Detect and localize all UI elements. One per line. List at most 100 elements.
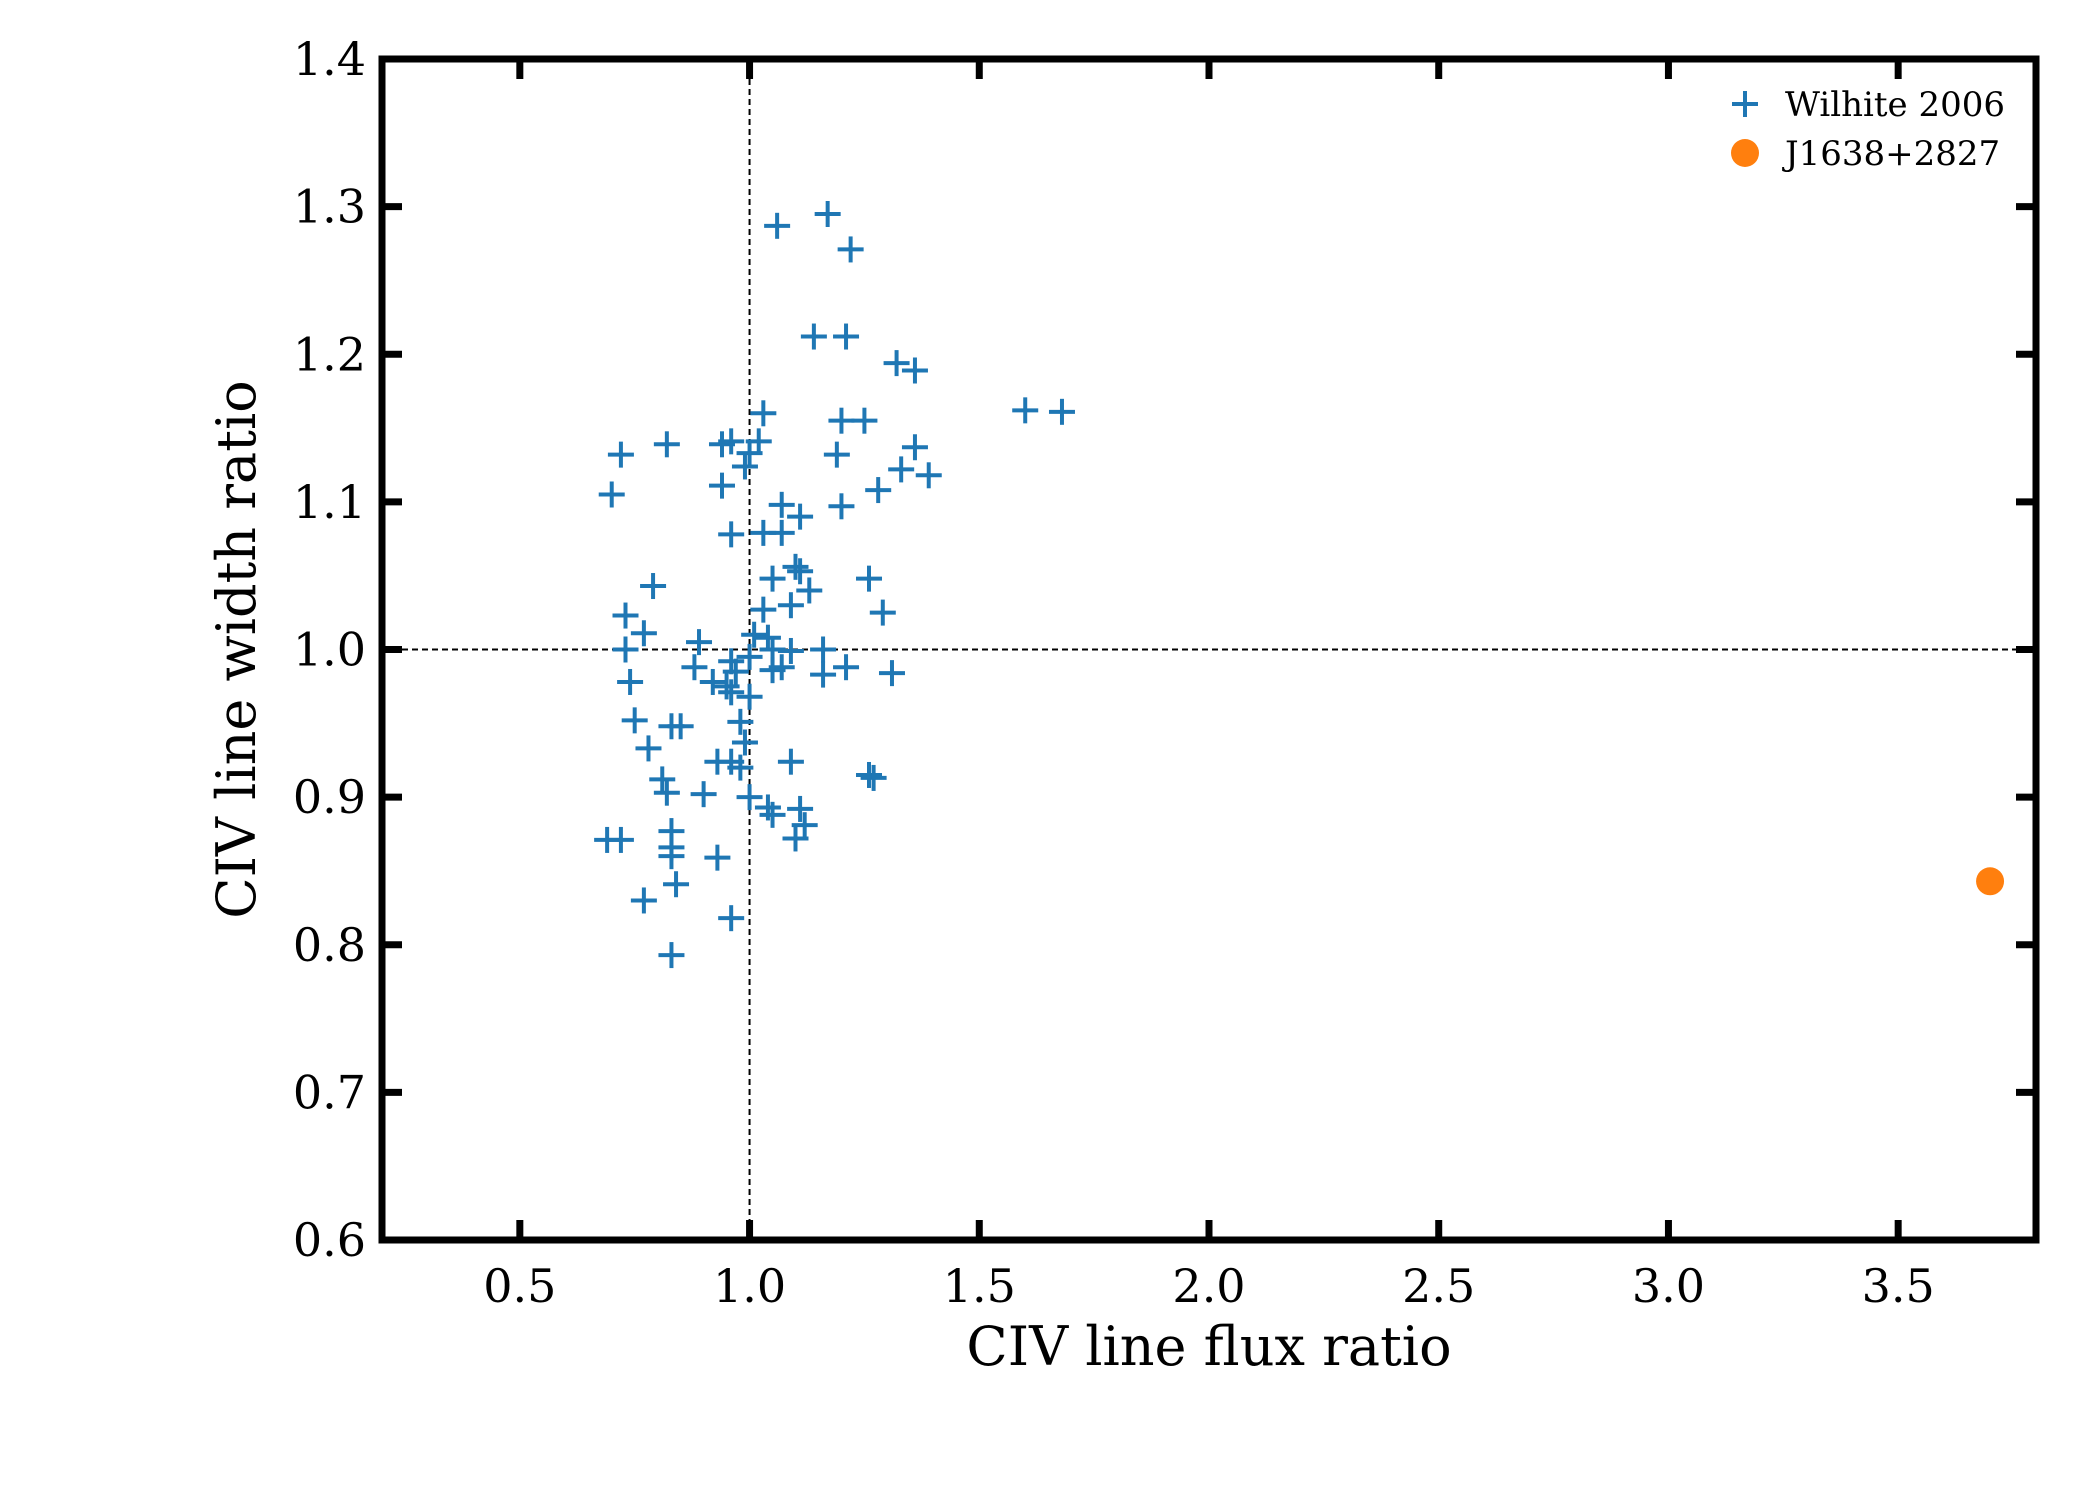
wilhite-2006-point (856, 565, 883, 592)
y-tick-label: 1.4 (293, 32, 366, 86)
legend: Wilhite 2006 J1638+2827 (1731, 85, 2005, 174)
wilhite-2006-point (731, 453, 758, 480)
x-tick-label: 2.5 (1402, 1259, 1475, 1313)
wilhite-2006-point (768, 491, 795, 518)
wilhite-2006-point (837, 236, 864, 263)
wilhite-2006-point (860, 764, 887, 791)
wilhite-2006-point (630, 887, 657, 914)
wilhite-2006-point (635, 735, 662, 762)
x-tick-label: 3.5 (1862, 1259, 1935, 1313)
wilhite-2006-point (759, 801, 786, 828)
wilhite-2006-point (851, 407, 878, 434)
wilhite-2006-point (1012, 397, 1039, 424)
wilhite-2006-point (708, 472, 735, 499)
y-tick-label: 1.3 (293, 180, 366, 234)
wilhite-2006-point (833, 654, 860, 681)
wilhite-2006-point (663, 871, 690, 898)
wilhite-2006-point (686, 629, 713, 656)
data-points (594, 201, 2005, 969)
x-tick-label: 3.0 (1632, 1259, 1705, 1313)
wilhite-2006-point (736, 683, 763, 710)
x-tick-label: 1.0 (713, 1259, 786, 1313)
wilhite-2006-point (621, 707, 648, 734)
wilhite-2006-point (828, 407, 855, 434)
wilhite-2006-point (653, 431, 680, 458)
j1638-2827-point (1976, 867, 2005, 896)
wilhite-2006-point (658, 843, 685, 870)
wilhite-2006-point (699, 668, 726, 695)
wilhite-2006-point (617, 668, 644, 695)
wilhite-2006-point (640, 573, 667, 600)
wilhite-2006-point (782, 553, 809, 580)
wilhite-2006-point (759, 657, 786, 684)
wilhite-2006-point (810, 636, 837, 663)
wilhite-2006-point (777, 637, 804, 664)
wilhite-2006-point (681, 654, 708, 681)
wilhite-2006-point (649, 766, 676, 793)
wilhite-2006-point (768, 519, 795, 546)
wilhite-2006-point (653, 779, 680, 806)
y-tick-label: 0.7 (293, 1065, 366, 1119)
wilhite-2006-point (612, 636, 639, 663)
wilhite-2006-point (823, 441, 850, 468)
legend-marker-circle (1731, 139, 1759, 167)
wilhite-2006-point (810, 661, 837, 688)
y-tick-label: 0.8 (293, 918, 366, 972)
x-tick-label: 0.5 (483, 1259, 556, 1313)
wilhite-2006-point (878, 660, 905, 687)
wilhite-2006-point (736, 643, 763, 670)
wilhite-2006-point (607, 441, 634, 468)
wilhite-2006-point (718, 428, 745, 455)
wilhite-2006-point (796, 577, 823, 604)
wilhite-2006-point (741, 621, 768, 648)
wilhite-2006-point (869, 599, 896, 626)
y-tick-label: 1.2 (293, 327, 366, 381)
wilhite-2006-point (814, 201, 841, 228)
legend-label: J1638+2827 (1782, 134, 2000, 174)
wilhite-2006-point (915, 462, 942, 489)
wilhite-2006-point (1048, 398, 1075, 425)
x-axis-label: CIV line flux ratio (966, 1315, 1451, 1378)
wilhite-2006-point (607, 826, 634, 853)
wilhite-2006-point (754, 624, 781, 651)
wilhite-2006-point (704, 844, 731, 871)
y-tick-label: 1.0 (293, 623, 366, 677)
axis-ticks: 0.5 1.0 1.5 2.0 2.5 3.0 3.5 0.6 0.7 0.8 0.9 1.0 1.1 1… (293, 32, 2036, 1313)
wilhite-2006-point (800, 323, 827, 350)
wilhite-2006-point (658, 942, 685, 969)
wilhite-2006-point (888, 456, 915, 483)
x-tick-label: 1.5 (943, 1259, 1016, 1313)
wilhite-2006-point (736, 440, 763, 467)
wilhite-2006-point (630, 620, 657, 647)
y-axis-label: CIV line width ratio (205, 380, 268, 918)
wilhite-2006-point (759, 565, 786, 592)
y-tick-label: 0.9 (293, 770, 366, 824)
wilhite-2006-point (727, 708, 754, 735)
wilhite-2006-point (883, 350, 910, 377)
wilhite-2006-point (856, 761, 883, 788)
wilhite-2006-point (690, 781, 717, 808)
wilhite-2006-point (736, 784, 763, 811)
y-tick-label: 0.6 (293, 1213, 366, 1267)
wilhite-2006-point (901, 434, 928, 461)
wilhite-2006-point (750, 400, 777, 427)
legend-label: Wilhite 2006 (1785, 85, 2005, 125)
wilhite-2006-point (612, 602, 639, 629)
wilhite-2006-point (713, 673, 740, 700)
x-tick-label: 2.0 (1172, 1259, 1245, 1313)
wilhite-2006-point (727, 754, 754, 781)
wilhite-2006-point (667, 713, 694, 740)
wilhite-2006-point (777, 748, 804, 775)
wilhite-2006-point (791, 812, 818, 839)
wilhite-2006-point (787, 795, 814, 822)
wilhite-2006-point (901, 357, 928, 384)
wilhite-2006-point (764, 212, 791, 239)
wilhite-2006-point (787, 558, 814, 585)
wilhite-2006-point (598, 481, 625, 508)
wilhite-2006-point (787, 503, 814, 530)
wilhite-2006-point (833, 323, 860, 350)
wilhite-2006-point (731, 729, 758, 756)
wilhite-2006-point (750, 596, 777, 623)
